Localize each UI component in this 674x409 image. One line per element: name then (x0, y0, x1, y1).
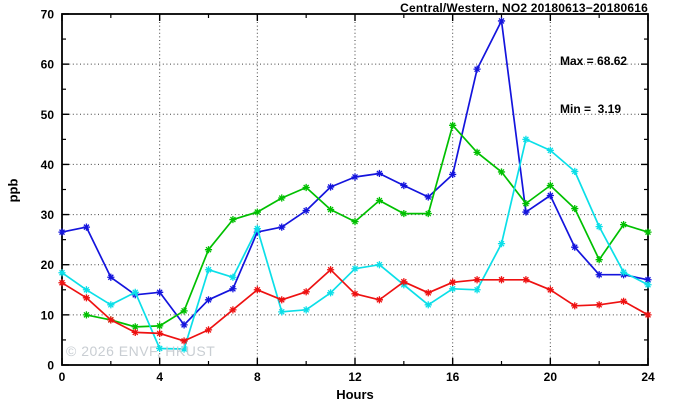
x-tick-label: 16 (446, 370, 460, 384)
watermark-text: © 2026 ENVF, HKUST (66, 343, 216, 359)
y-axis-title: ppb (5, 178, 21, 203)
y-tick-label: 70 (41, 8, 55, 22)
max-min-annotation: Max = 68.62 Min = 3.19 (560, 21, 627, 149)
x-tick-label: 20 (544, 370, 558, 384)
series-red-line (61, 268, 649, 342)
series-cyan-markers (58, 135, 652, 353)
chart-title: Central/Western, NO2 20180613−20180616 (400, 1, 648, 15)
series-green-markers (82, 121, 652, 331)
y-tick-label: 20 (41, 258, 55, 272)
x-tick-label: 8 (254, 370, 261, 384)
x-tick-label: 12 (348, 370, 362, 384)
x-tick-label: 24 (641, 370, 655, 384)
min-value-label: Min = 3.19 (560, 102, 622, 116)
y-tick-label: 60 (41, 58, 55, 72)
max-value-label: Max = 68.62 (560, 54, 628, 68)
x-tick-label: 0 (59, 370, 66, 384)
y-tick-label: 10 (41, 308, 55, 322)
y-tick-label: 50 (41, 108, 55, 122)
series-red-markers (58, 266, 652, 345)
y-tick-label: 0 (47, 359, 54, 373)
x-tick-label: 4 (156, 370, 163, 384)
y-tick-label: 30 (41, 208, 55, 222)
plot-border (61, 13, 649, 366)
y-tick-label: 40 (41, 158, 55, 172)
series-green-line (86, 124, 649, 328)
x-axis-title: Hours (336, 387, 374, 402)
